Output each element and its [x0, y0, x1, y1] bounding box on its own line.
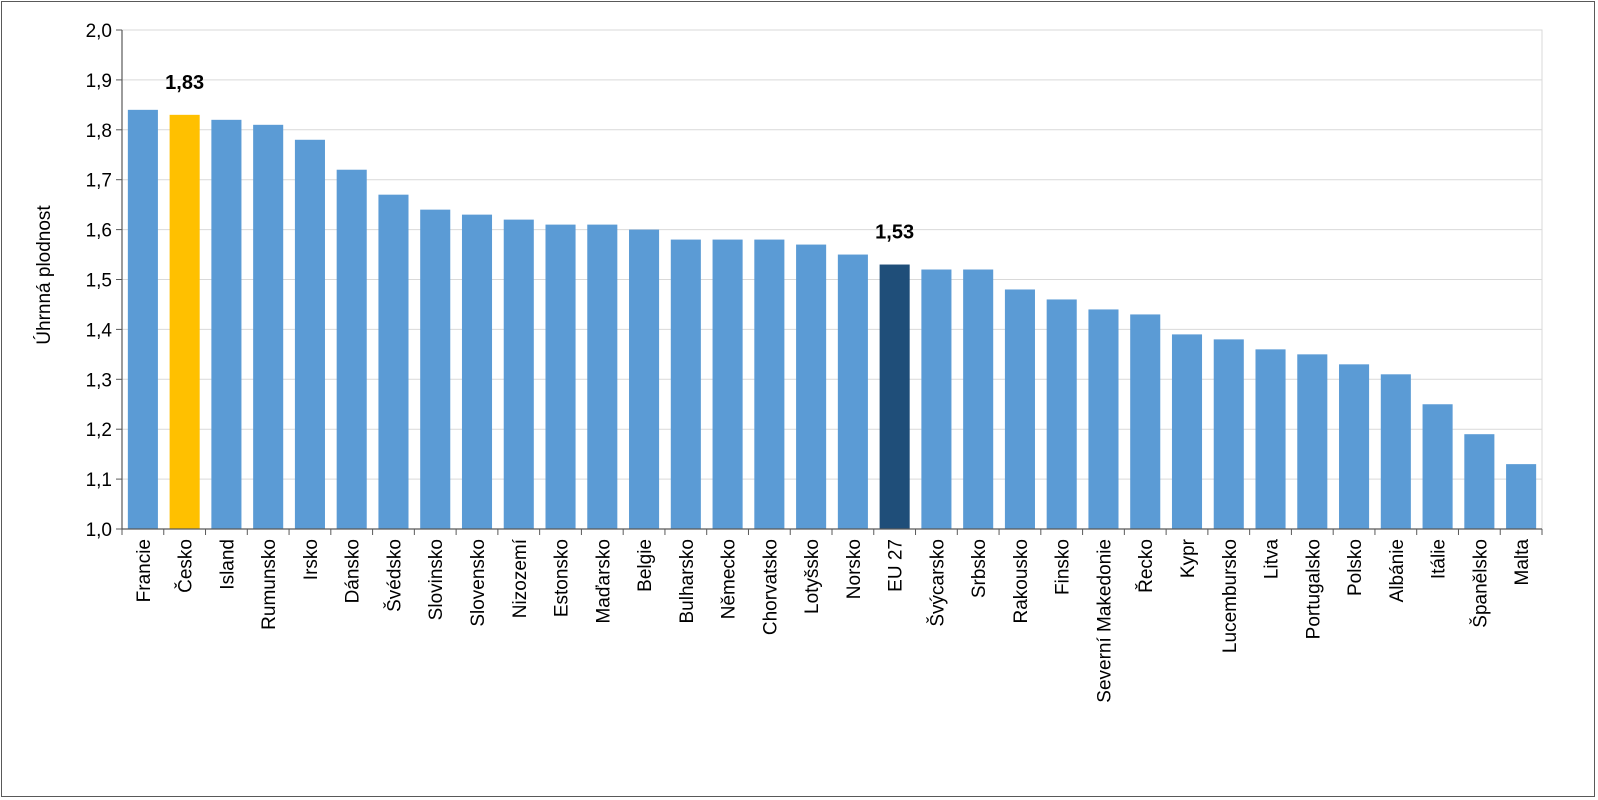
- bar-bulharsko: [670, 239, 701, 529]
- category-label: Portugalsko: [1303, 539, 1324, 639]
- category-labels: Francie Česko Island Rumunsko Irsko Dánsko Švé…: [134, 538, 1533, 702]
- bar-chorvatsko: [754, 239, 785, 529]
- bar-kypr: [1171, 334, 1203, 529]
- data-label: 1,83: [165, 72, 204, 94]
- bar-irsko: [294, 139, 325, 529]
- bars: [127, 109, 1537, 530]
- bar-nizozemí: [503, 219, 534, 529]
- y-tick-label: 1,2: [86, 420, 112, 441]
- category-label: Španělsko: [1469, 539, 1491, 628]
- data-label: 1,53: [875, 222, 914, 244]
- category-label: Švýcarsko: [926, 539, 948, 627]
- category-label: Litva: [1262, 539, 1283, 580]
- category-label: Finsko: [1053, 539, 1074, 595]
- category-label: Srbsko: [969, 539, 990, 598]
- bar-lucembursko: [1213, 339, 1244, 529]
- category-label: Albánie: [1387, 539, 1408, 602]
- y-tick-label: 1,1: [86, 470, 112, 491]
- bar-německo: [712, 239, 743, 529]
- bar-švédsko: [378, 194, 409, 530]
- category-label: Maďarsko: [593, 539, 614, 624]
- category-label: EU 27: [886, 539, 907, 592]
- category-label: Rakousko: [1011, 539, 1032, 624]
- bar-francie: [127, 109, 158, 529]
- bar-norsko: [837, 254, 868, 530]
- category-label: Česko: [175, 539, 197, 593]
- category-label: Island: [217, 539, 238, 590]
- bar-itálie: [1422, 404, 1453, 529]
- bar-eu-27: [879, 264, 910, 529]
- bar-slovensko: [461, 214, 493, 529]
- bar-švýcarsko: [921, 269, 952, 529]
- category-label: Kypr: [1178, 538, 1199, 578]
- category-label: Malta: [1512, 539, 1533, 586]
- data-labels: 1,83 1,53: [165, 72, 914, 244]
- category-label: Bulharsko: [677, 539, 698, 624]
- bar-lotyšsko: [796, 244, 827, 529]
- bar-srbsko: [963, 269, 994, 529]
- category-label: Severní Makedonie: [1094, 539, 1115, 703]
- category-label: Francie: [134, 539, 155, 602]
- category-label: Polsko: [1345, 539, 1366, 596]
- category-label: Norsko: [844, 539, 865, 599]
- y-tick-label: 1,5: [86, 271, 112, 292]
- y-tick-label: 1,7: [86, 171, 112, 192]
- category-label: Dánsko: [343, 539, 364, 603]
- bar-rakousko: [1004, 289, 1035, 529]
- y-tick-labels: 1,0 1,1 1,2 1,3 1,4 1,5 1,6 1,7 1,8 1,9 2,0: [86, 21, 113, 541]
- category-label: Slovensko: [468, 539, 489, 627]
- y-tick-label: 1,4: [86, 320, 113, 341]
- category-label: Slovinsko: [426, 539, 447, 620]
- category-label: Estonsko: [552, 539, 573, 617]
- y-axis-title: Úhrnná plodnost: [33, 205, 55, 345]
- bar-island: [211, 119, 242, 529]
- y-tick-label: 1,6: [86, 221, 112, 242]
- bar-belgie: [629, 229, 660, 529]
- y-tick-label: 1,3: [86, 370, 112, 391]
- bar-litva: [1255, 349, 1286, 529]
- bar-španělsko: [1464, 434, 1495, 529]
- bar-maďarsko: [587, 224, 618, 530]
- category-label: Chorvatsko: [760, 539, 781, 635]
- category-label: Lucembursko: [1220, 539, 1241, 653]
- bar-malta: [1506, 464, 1537, 529]
- category-label: Irsko: [301, 539, 322, 580]
- category-label: Německo: [719, 539, 740, 619]
- category-label: Belgie: [635, 539, 656, 592]
- bar-finsko: [1046, 299, 1077, 529]
- category-label: Nizozemí: [510, 538, 531, 618]
- category-label: Rumunsko: [259, 539, 280, 630]
- bar-dánsko: [336, 169, 367, 529]
- category-label: Itálie: [1429, 539, 1450, 579]
- bar-řecko: [1130, 314, 1161, 529]
- bar-severní-makedonie: [1088, 309, 1119, 529]
- category-label: Lotyšsko: [802, 539, 823, 614]
- bar-portugalsko: [1297, 354, 1328, 529]
- axes: [116, 29, 1543, 535]
- bar-česko: [169, 114, 200, 529]
- bar-albánie: [1380, 374, 1411, 529]
- bar-rumunsko: [253, 124, 284, 529]
- bar-polsko: [1339, 364, 1370, 529]
- category-label: Švédsko: [383, 539, 405, 612]
- gridlines: [121, 29, 1543, 530]
- y-tick-label: 2,0: [86, 21, 112, 42]
- y-tick-label: 1,9: [86, 71, 112, 92]
- y-tick-label: 1,8: [86, 121, 112, 142]
- y-tick-label: 1,0: [86, 520, 112, 541]
- bar-estonsko: [545, 224, 576, 530]
- category-label: Řecko: [1135, 539, 1157, 593]
- bar-slovinsko: [420, 209, 451, 529]
